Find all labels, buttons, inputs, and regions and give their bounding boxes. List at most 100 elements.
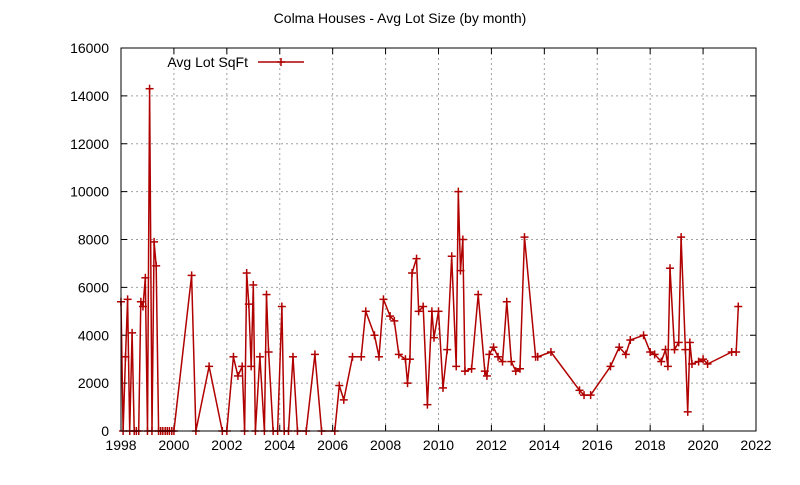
- data-point: [419, 302, 428, 311]
- x-tick-label: 2002: [211, 437, 242, 453]
- data-point: [288, 352, 297, 361]
- x-tick-label: 2010: [423, 437, 454, 453]
- x-tick-label: 2014: [529, 437, 560, 453]
- y-tick-label: 6000: [78, 279, 109, 295]
- data-point: [460, 367, 469, 376]
- data-point: [187, 271, 196, 280]
- data-point: [262, 290, 271, 299]
- x-tick-label: 2018: [635, 437, 666, 453]
- data-point: [663, 362, 672, 371]
- data-point: [255, 352, 264, 361]
- data-point: [205, 362, 214, 371]
- data-point: [434, 307, 443, 316]
- data-point: [474, 290, 483, 299]
- chart-title: Colma Houses - Avg Lot Size (by month): [274, 10, 527, 26]
- y-tick-label: 2000: [78, 375, 109, 391]
- data-point: [374, 352, 383, 361]
- data-point: [494, 352, 503, 361]
- data-point: [507, 357, 516, 366]
- data-point: [136, 297, 145, 306]
- plot-frame: [120, 47, 757, 432]
- x-tick-label: 2016: [582, 437, 613, 453]
- data-point: [370, 331, 379, 340]
- data-point: [412, 254, 421, 263]
- data-point: [152, 261, 161, 270]
- data-point: [606, 362, 615, 371]
- data-point: [123, 295, 132, 304]
- data-point: [456, 266, 465, 275]
- data-point: [485, 350, 494, 359]
- axis-ticks: [120, 47, 757, 432]
- data-point: [238, 362, 247, 371]
- data-point: [403, 379, 412, 388]
- data-point: [121, 352, 130, 361]
- grid-lines: [121, 48, 756, 431]
- data-point: [247, 362, 256, 371]
- x-tick-label: 2000: [158, 437, 189, 453]
- data-point: [621, 350, 630, 359]
- data-point: [458, 235, 467, 244]
- data-point: [502, 297, 511, 306]
- data-point: [687, 359, 696, 368]
- y-tick-label: 0: [101, 423, 109, 439]
- data-point: [452, 362, 461, 371]
- data-point: [386, 312, 395, 321]
- data-point: [390, 316, 399, 325]
- y-tick-label: 12000: [70, 136, 109, 152]
- data-point: [438, 383, 447, 392]
- data-point: [242, 269, 251, 278]
- x-tick-label: 2008: [370, 437, 401, 453]
- data-point: [357, 352, 366, 361]
- series-layer: [117, 84, 743, 435]
- data-point: [615, 343, 624, 352]
- data-point: [734, 302, 743, 311]
- data-point: [575, 386, 584, 395]
- data-point: [405, 355, 414, 364]
- y-tick-label: 8000: [78, 232, 109, 248]
- data-point: [138, 302, 147, 311]
- data-point: [229, 352, 238, 361]
- series-line: [120, 87, 740, 432]
- x-tick-label: 1998: [105, 437, 136, 453]
- data-point: [454, 187, 463, 196]
- data-point: [447, 252, 456, 261]
- data-point: [646, 348, 655, 357]
- legend-label: Avg Lot SqFt: [167, 54, 248, 70]
- data-point: [361, 307, 370, 316]
- data-point: [489, 343, 498, 352]
- data-point: [626, 336, 635, 345]
- data-point: [244, 300, 253, 309]
- data-point: [666, 264, 675, 273]
- data-point: [467, 364, 476, 373]
- data-point: [650, 350, 659, 359]
- data-point: [657, 357, 666, 366]
- tick-labels: 1998 2000 2002 2004 2006 2008 2010 2012 2014 2016…: [70, 40, 772, 453]
- data-point: [515, 364, 524, 373]
- x-tick-label: 2006: [317, 437, 348, 453]
- data-point: [482, 371, 491, 380]
- data-point: [423, 400, 432, 409]
- y-tick-label: 10000: [70, 184, 109, 200]
- data-point: [511, 367, 520, 376]
- data-point: [335, 381, 344, 390]
- data-point: [677, 233, 686, 242]
- data-point: [480, 367, 489, 376]
- data-point: [674, 338, 683, 347]
- data-point: [430, 333, 439, 342]
- x-tick-label: 2022: [740, 437, 771, 453]
- data-point: [520, 233, 529, 242]
- data-point: [685, 338, 694, 347]
- data-point: [443, 345, 452, 354]
- data-point: [128, 328, 137, 337]
- data-point: [498, 357, 507, 366]
- data-point: [639, 331, 648, 340]
- data-point: [310, 350, 319, 359]
- data-point: [264, 348, 273, 357]
- data-point: [703, 359, 712, 368]
- data-point: [348, 352, 357, 361]
- data-point: [277, 302, 286, 311]
- data-point: [699, 355, 708, 364]
- data-point: [414, 307, 423, 316]
